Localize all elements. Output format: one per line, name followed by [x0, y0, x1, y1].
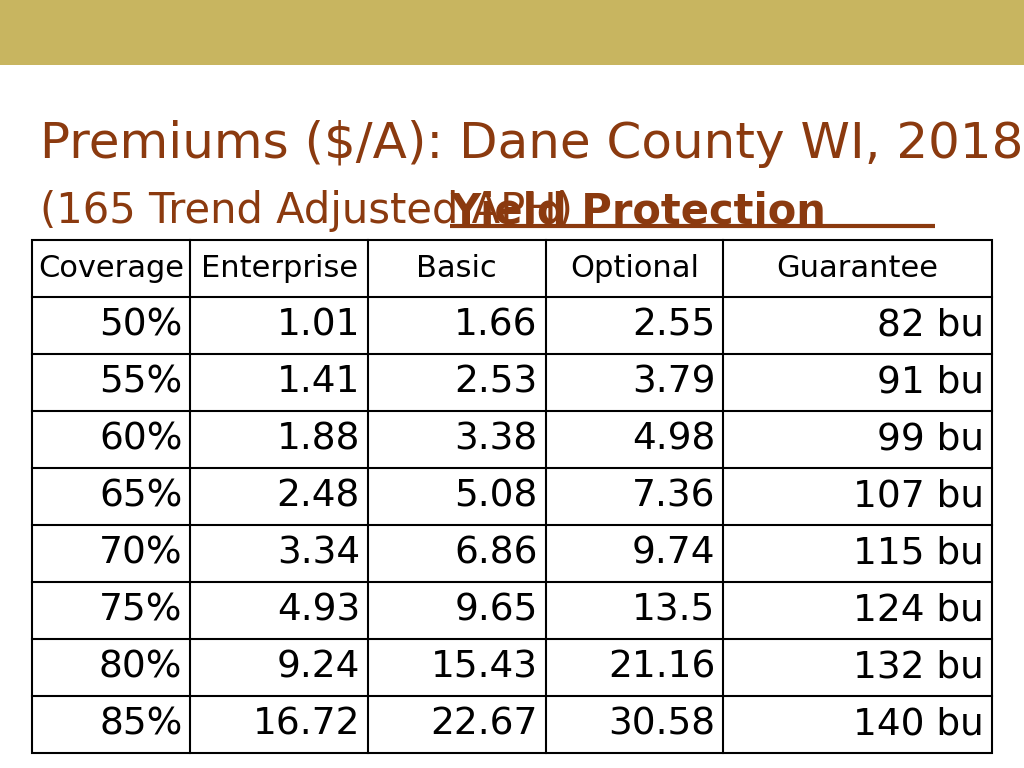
Text: 4.93: 4.93 [276, 592, 360, 628]
Text: 132 bu: 132 bu [853, 650, 984, 686]
Text: 13.5: 13.5 [632, 592, 715, 628]
Text: Optional: Optional [570, 254, 699, 283]
Text: 9.65: 9.65 [455, 592, 538, 628]
Text: 70%: 70% [98, 535, 182, 571]
Text: 1.41: 1.41 [276, 365, 360, 400]
Text: 99 bu: 99 bu [877, 422, 984, 458]
Text: 22.67: 22.67 [430, 707, 538, 743]
Text: 7.36: 7.36 [632, 478, 715, 515]
Text: 115 bu: 115 bu [853, 535, 984, 571]
Text: 1.66: 1.66 [454, 307, 538, 343]
Text: 3.34: 3.34 [276, 535, 360, 571]
Text: 75%: 75% [99, 592, 182, 628]
Text: 5.08: 5.08 [455, 478, 538, 515]
Text: 9.24: 9.24 [276, 650, 360, 686]
Text: 82 bu: 82 bu [877, 307, 984, 343]
Text: 1.88: 1.88 [276, 422, 360, 458]
Text: 91 bu: 91 bu [877, 365, 984, 400]
Bar [32, 240, 992, 753]
Text: Premiums ($/A): Dane County WI, 2018: Premiums ($/A): Dane County WI, 2018 [40, 120, 1023, 168]
Text: Enterprise: Enterprise [201, 254, 357, 283]
Text: 1.01: 1.01 [276, 307, 360, 343]
Text: 85%: 85% [99, 707, 182, 743]
Text: 124 bu: 124 bu [853, 592, 984, 628]
Text: 3.79: 3.79 [632, 365, 715, 400]
Text: Coverage: Coverage [38, 254, 184, 283]
Text: 65%: 65% [99, 478, 182, 515]
Text: 6.86: 6.86 [454, 535, 538, 571]
Text: 16.72: 16.72 [253, 707, 360, 743]
Text: (165 Trend Adjusted APH): (165 Trend Adjusted APH) [40, 190, 572, 232]
Text: 30.58: 30.58 [608, 707, 715, 743]
Text: 50%: 50% [99, 307, 182, 343]
Text: 2.53: 2.53 [455, 365, 538, 400]
Bar [0, 0, 1024, 65]
Text: 80%: 80% [99, 650, 182, 686]
Text: 60%: 60% [99, 422, 182, 458]
Text: Yield Protection: Yield Protection [450, 190, 826, 232]
Text: 2.55: 2.55 [632, 307, 715, 343]
Text: Basic: Basic [417, 254, 498, 283]
Text: 9.74: 9.74 [632, 535, 715, 571]
Text: 2.48: 2.48 [276, 478, 360, 515]
Text: 55%: 55% [99, 365, 182, 400]
Text: 4.98: 4.98 [632, 422, 715, 458]
Text: 15.43: 15.43 [431, 650, 538, 686]
Text: 107 bu: 107 bu [853, 478, 984, 515]
Text: 3.38: 3.38 [455, 422, 538, 458]
Text: 140 bu: 140 bu [853, 707, 984, 743]
Text: 21.16: 21.16 [608, 650, 715, 686]
Text: Guarantee: Guarantee [776, 254, 939, 283]
